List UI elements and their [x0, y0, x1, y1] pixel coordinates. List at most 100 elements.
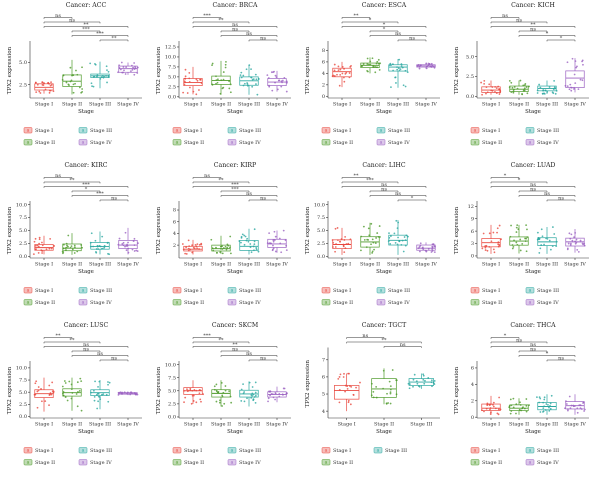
data-point: [359, 381, 361, 384]
data-point: [118, 237, 121, 240]
significance-bracket: [369, 190, 399, 193]
data-point: [76, 381, 79, 384]
data-point: [92, 85, 95, 88]
data-point: [500, 238, 502, 241]
data-point: [274, 398, 276, 401]
significance-bracket: [518, 195, 576, 197]
significance-label: ns: [246, 351, 252, 357]
y-tick-label: 9: [471, 216, 474, 222]
data-point: [347, 401, 350, 404]
data-point: [536, 396, 538, 399]
x-tick-label: Stage III: [238, 422, 260, 428]
data-point: [338, 401, 341, 404]
y-axis-label: TPX2 expression: [305, 46, 311, 94]
significance-label: **: [531, 22, 537, 28]
legend-swatch-glyph: a: [474, 289, 477, 294]
significance-bracket: [43, 346, 129, 348]
significance-label: ns: [516, 17, 522, 23]
data-point: [362, 225, 365, 228]
significance-label: ns: [260, 355, 266, 361]
data-point: [492, 401, 495, 404]
data-point: [94, 239, 97, 242]
data-point: [243, 82, 246, 85]
x-axis-label: Stage: [525, 109, 541, 115]
data-point: [125, 249, 128, 252]
legend-swatch-glyph: a: [380, 301, 383, 306]
data-point: [424, 379, 426, 382]
data-point: [515, 231, 518, 233]
data-point: [579, 239, 582, 242]
significance-label: *: [546, 31, 549, 37]
y-axis-label: TPX2 expression: [454, 206, 460, 254]
legend-swatch-glyph: a: [325, 301, 328, 306]
legend-swatch: [525, 139, 535, 146]
x-axis-label: Stage: [525, 429, 541, 435]
data-point: [215, 383, 218, 386]
legend-swatch: [321, 459, 331, 466]
data-point: [255, 83, 257, 85]
data-point: [93, 399, 96, 402]
significance-bracket: [192, 186, 278, 188]
data-point: [49, 237, 52, 240]
data-point: [195, 78, 198, 81]
data-point: [549, 248, 552, 251]
data-point: [480, 81, 483, 84]
y-tick-label: 0.0: [466, 94, 474, 100]
data-point: [542, 411, 544, 413]
legend-swatch: [227, 459, 237, 466]
significance-bracket: [490, 26, 576, 28]
data-point: [536, 231, 539, 234]
significance-bracket: [518, 355, 576, 357]
data-point: [378, 68, 381, 71]
data-point: [509, 412, 512, 415]
significance-label: **: [219, 177, 225, 183]
legend-swatch: [78, 459, 88, 466]
legend-swatch: [78, 299, 88, 306]
data-point: [543, 398, 546, 401]
data-point: [124, 245, 126, 248]
legend-swatch: [470, 447, 480, 454]
data-point: [525, 224, 528, 227]
data-point: [38, 90, 41, 93]
data-point: [515, 241, 518, 244]
data-point: [239, 74, 242, 77]
data-point: [481, 247, 484, 250]
data-point: [34, 81, 37, 84]
data-point: [346, 387, 349, 390]
data-point: [243, 400, 246, 403]
legend-label: Stage III: [239, 448, 261, 454]
data-point: [285, 90, 288, 93]
data-point: [339, 68, 342, 71]
data-point: [402, 250, 405, 253]
legend-swatch-glyph: a: [176, 301, 179, 306]
data-point: [548, 239, 551, 242]
data-point: [352, 393, 355, 396]
legend-swatch-glyph: a: [474, 449, 477, 454]
data-point: [370, 243, 372, 246]
data-point: [553, 80, 556, 82]
data-point: [397, 236, 399, 239]
data-point: [131, 248, 134, 251]
legend-swatch: [78, 287, 88, 294]
data-point: [268, 232, 271, 235]
y-tick-label: 6: [322, 60, 325, 66]
data-point: [228, 390, 231, 392]
significance-bracket: [341, 21, 399, 24]
chart-title: Cancer: BRCA: [213, 2, 258, 9]
data-point: [431, 245, 434, 248]
legend-label: Stage II: [482, 460, 502, 466]
data-point: [240, 71, 243, 74]
data-point: [219, 401, 221, 404]
data-point: [245, 68, 248, 71]
data-point: [583, 410, 586, 412]
significance-label: ***: [203, 333, 211, 339]
data-point: [394, 76, 397, 79]
chart-title: Cancer: THCA: [510, 322, 556, 329]
significance-label: ns: [83, 342, 89, 348]
data-point: [285, 249, 288, 252]
legend-label: Stage II: [184, 140, 204, 146]
data-point: [343, 80, 346, 83]
significance-bracket: [248, 39, 278, 42]
legend-swatch-glyph: a: [27, 449, 30, 454]
significance-label: ns: [232, 346, 238, 352]
